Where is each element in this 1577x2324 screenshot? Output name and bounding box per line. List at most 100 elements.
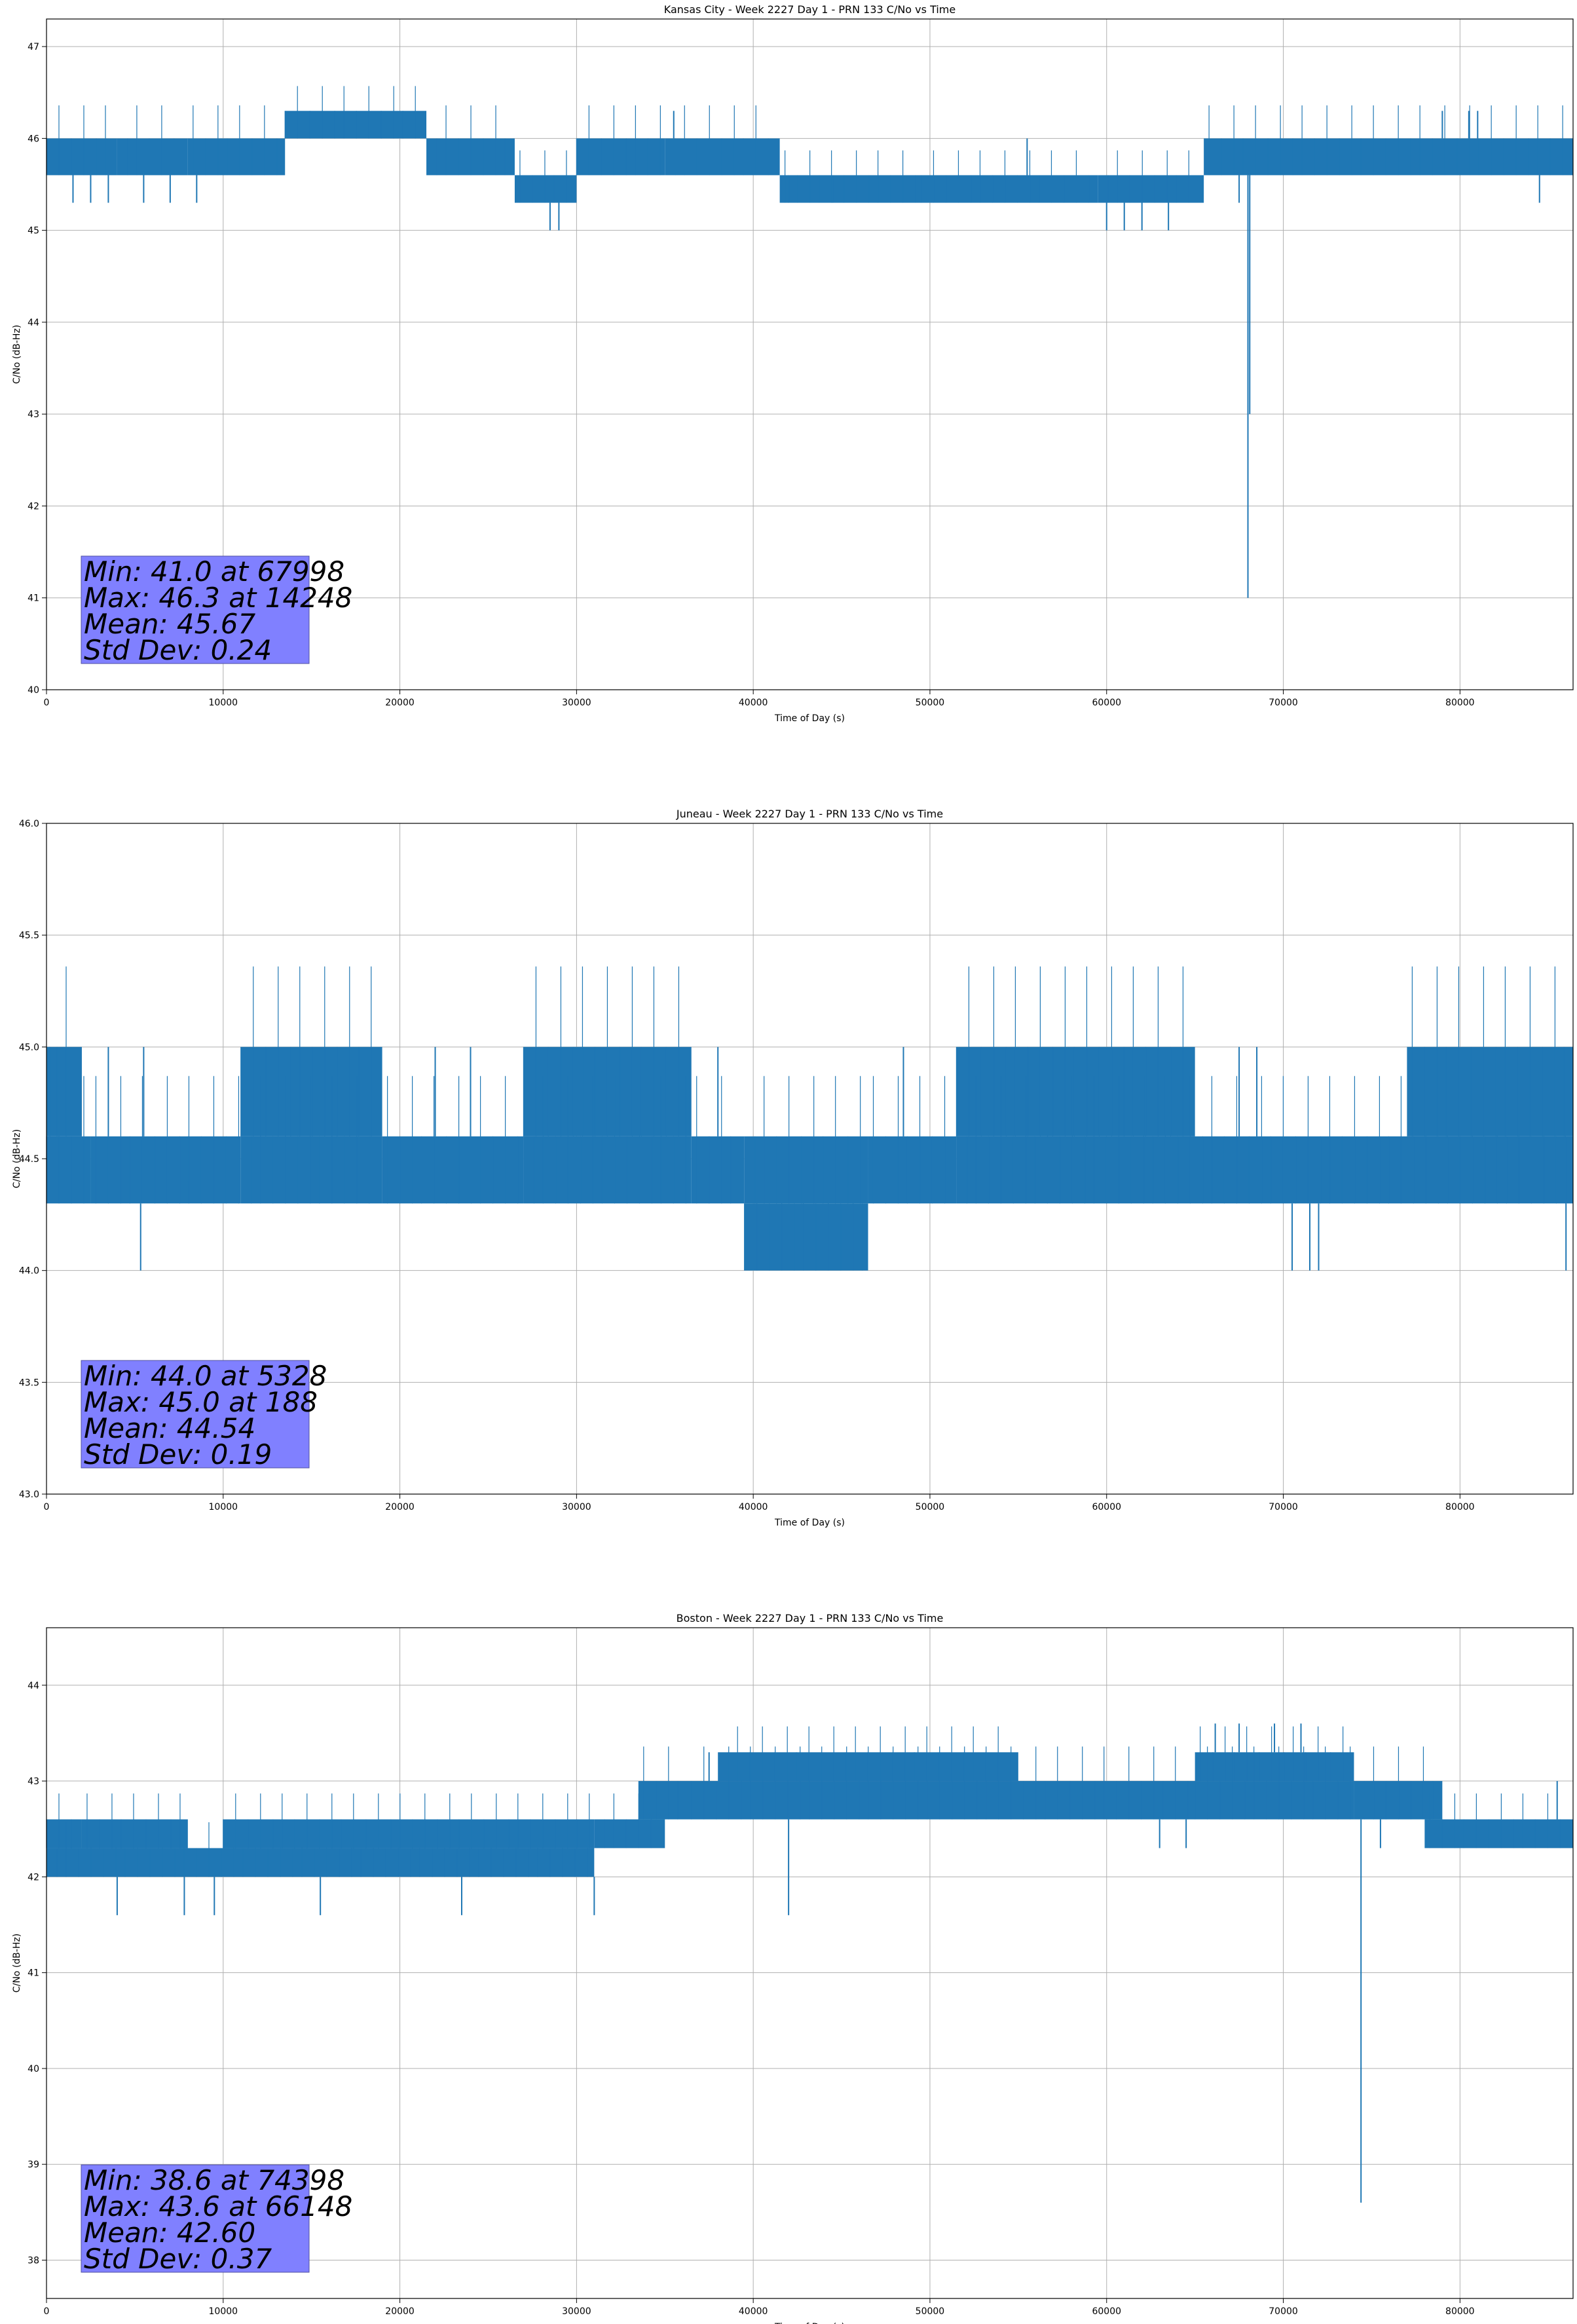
y-tick-label: 43.5 [19, 1378, 39, 1388]
x-tick-label: 40000 [739, 698, 768, 708]
data-band [285, 111, 427, 139]
data-band [691, 1136, 745, 1204]
x-axis-label: Time of Day (s) [774, 713, 845, 724]
stats-line: Std Dev: 0.24 [84, 634, 272, 666]
chart-panel-2: 0 10000 20000 30000 40000 50000 60000 70000 8000… [12, 1612, 1574, 2324]
axes-frame [46, 18, 1574, 690]
y-tick-label: 44 [28, 1681, 39, 1691]
y-tick-label: 40 [28, 2064, 39, 2074]
data-band [1195, 1752, 1354, 1782]
x-tick-label: 0 [44, 698, 50, 708]
data-band [46, 138, 117, 176]
data-band [382, 1136, 524, 1204]
stats-line: Std Dev: 0.19 [84, 1438, 272, 1471]
stats-line: Max: 46.3 at 14248 [84, 582, 352, 614]
x-tick-label: 80000 [1445, 698, 1475, 708]
stats-line: Min: 38.6 at 74398 [84, 2164, 344, 2196]
data-band [691, 1781, 1195, 1820]
y-tick-label: 44.5 [19, 1154, 39, 1165]
x-tick-label: 60000 [1092, 1502, 1121, 1512]
y-tick-label: 46.0 [19, 819, 39, 829]
stats-line: Min: 41.0 at 67998 [84, 555, 344, 588]
x-tick-label: 10000 [209, 1502, 238, 1512]
y-tick-label: 41 [28, 593, 39, 604]
x-tick-label: 80000 [1445, 2306, 1475, 2317]
data-band [223, 1819, 595, 1848]
data-band [1407, 1047, 1573, 1136]
y-tick-label: 43 [28, 409, 39, 420]
y-tick-label: 42 [28, 1872, 39, 1883]
data-band [514, 175, 577, 203]
data-band [187, 138, 286, 176]
x-tick-label: 10000 [209, 2306, 238, 2317]
data-band [956, 1047, 1195, 1136]
y-tick-label: 40 [28, 685, 39, 696]
data-band [1195, 1781, 1354, 1820]
data-band [117, 138, 188, 176]
data-band [638, 1781, 692, 1820]
data-band [868, 1136, 957, 1204]
data-band [594, 1819, 665, 1848]
y-tick-label: 41 [28, 1968, 39, 1979]
stats-box [81, 1360, 310, 1469]
x-tick-label: 10000 [209, 698, 238, 708]
y-axis-label: C/No (dB-Hz) [12, 1934, 22, 1993]
data-band [46, 1848, 595, 1877]
x-axis-label: Time of Day (s) [774, 2322, 845, 2324]
stats-line: Mean: 45.67 [84, 608, 255, 640]
data-band [90, 1136, 241, 1204]
y-tick-label: 43.0 [19, 1490, 39, 1500]
x-tick-label: 0 [44, 1502, 50, 1512]
data-band [46, 1819, 82, 1848]
x-tick-label: 70000 [1269, 2306, 1298, 2317]
x-tick-label: 40000 [739, 1502, 768, 1512]
y-tick-label: 46 [28, 134, 39, 144]
x-tick-label: 40000 [739, 2306, 768, 2317]
y-tick-label: 42 [28, 501, 39, 512]
x-tick-label: 30000 [562, 1502, 591, 1512]
stats-box [81, 2164, 310, 2273]
data-band [744, 1203, 868, 1271]
y-tick-label: 38 [28, 2255, 39, 2266]
data-band [46, 1136, 91, 1204]
data-band [81, 1819, 188, 1848]
x-tick-label: 20000 [385, 1502, 415, 1512]
stats-line: Min: 44.0 at 5328 [84, 1360, 327, 1392]
axes-frame [46, 1627, 1574, 2299]
chart-panel-1: 0 10000 20000 30000 40000 50000 60000 70000 8000… [12, 808, 1574, 1528]
x-tick-label: 50000 [916, 2306, 945, 2317]
stats-line: Std Dev: 0.37 [84, 2243, 272, 2275]
data-band [240, 1047, 382, 1136]
data-band [744, 1136, 868, 1204]
chart-title: Boston - Week 2227 Day 1 - PRN 133 C/No … [677, 1612, 944, 1624]
stats-line: Max: 43.6 at 66148 [84, 2190, 352, 2222]
data-band [779, 175, 921, 203]
chart-title: Juneau - Week 2227 Day 1 - PRN 133 C/No … [676, 808, 943, 820]
x-tick-label: 20000 [385, 2306, 415, 2317]
y-tick-label: 45 [28, 226, 39, 236]
stats-box [81, 555, 310, 664]
x-tick-label: 80000 [1445, 1502, 1475, 1512]
data-band [956, 1136, 1573, 1204]
chart-title: Kansas City - Week 2227 Day 1 - PRN 133 … [664, 3, 955, 16]
y-tick-label: 45.0 [19, 1042, 39, 1053]
x-tick-label: 0 [44, 2306, 50, 2317]
y-axis-label: C/No (dB-Hz) [12, 325, 22, 384]
data-band [576, 138, 665, 176]
x-tick-label: 70000 [1269, 698, 1298, 708]
y-tick-label: 47 [28, 42, 39, 52]
x-tick-label: 70000 [1269, 1502, 1298, 1512]
y-tick-label: 43 [28, 1776, 39, 1787]
x-tick-label: 20000 [385, 698, 415, 708]
data-band [665, 138, 780, 176]
chart-panel-0: 0 10000 20000 30000 40000 50000 60000 70000 8000… [12, 3, 1574, 724]
y-tick-label: 44.0 [19, 1266, 39, 1277]
stats-line: Mean: 44.54 [84, 1412, 255, 1444]
x-axis-label: Time of Day (s) [774, 1518, 845, 1528]
data-band [46, 1047, 82, 1136]
x-tick-label: 60000 [1092, 698, 1121, 708]
y-tick-label: 39 [28, 2160, 39, 2170]
stats-line: Max: 45.0 at 188 [84, 1386, 318, 1418]
x-tick-label: 50000 [916, 698, 945, 708]
